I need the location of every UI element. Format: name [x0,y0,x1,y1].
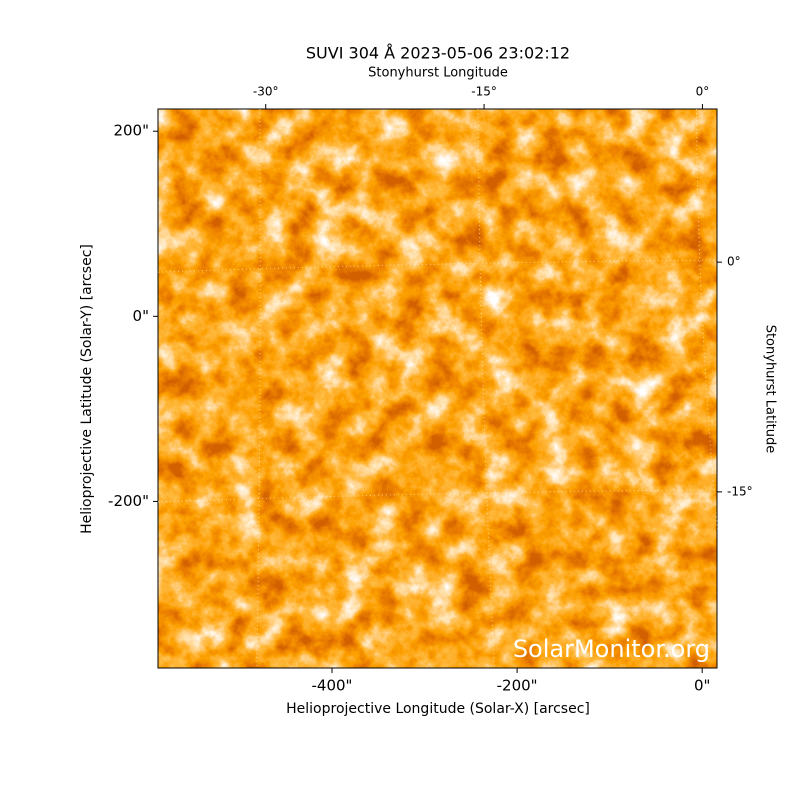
watermark: SolarMonitor.org [513,635,710,663]
y2-tick-label: 0° [727,255,741,269]
plot-frame [157,108,718,669]
y-tick-label: 0" [133,307,149,325]
x2-tick-label: -15° [471,85,497,99]
chart-title: SUVI 304 Å 2023-05-06 23:02:12 [306,44,570,63]
y-tick-label: 200" [113,122,149,140]
x-tick-label: -200" [497,677,538,695]
x-tick-label: -400" [312,677,353,695]
x2-tick-label: -30° [253,85,279,99]
solar-image [158,109,717,668]
x-tick-label: 0" [694,677,710,695]
x2-axis-title: Stonyhurst Longitude [368,66,508,81]
y-axis-title: Helioprojective Latitude (Solar-Y) [arcs… [79,244,95,534]
y-tick-label: -200" [108,492,149,510]
x-axis-title: Helioprojective Longitude (Solar-X) [arc… [286,701,590,717]
y2-axis-title: Stonyhurst Latitude [763,325,778,454]
y2-tick-label: -15° [727,484,753,498]
x2-tick-label: 0° [696,85,710,99]
